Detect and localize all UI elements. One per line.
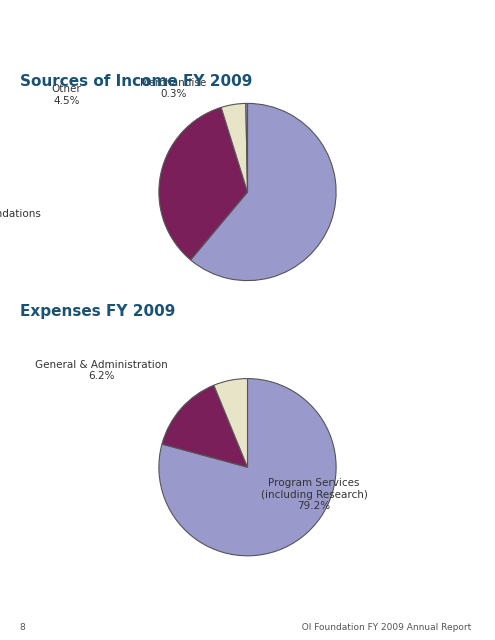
Text: 8                                                                               : 8 — [20, 623, 471, 632]
Wedge shape — [191, 104, 336, 280]
Wedge shape — [162, 385, 248, 467]
Text: Other
4.5%: Other 4.5% — [52, 84, 82, 106]
Text: Program Services
(including Research)
79.2%: Program Services (including Research) 79… — [260, 478, 367, 511]
Text: General & Administration
6.2%: General & Administration 6.2% — [35, 360, 168, 381]
Text: Sources of Income FY 2009: Sources of Income FY 2009 — [20, 74, 252, 88]
Text: Merchandise
0.3%: Merchandise 0.3% — [140, 77, 206, 99]
Wedge shape — [159, 108, 248, 260]
Wedge shape — [246, 104, 248, 192]
Text: Individuals & Events
61.1%: Individuals & Events 61.1% — [0, 639, 1, 640]
Text: Corporations & Foundations
34.1%: Corporations & Foundations 34.1% — [0, 209, 41, 230]
Text: Financials: Financials — [15, 26, 117, 44]
Wedge shape — [221, 104, 248, 192]
Wedge shape — [214, 379, 248, 467]
Wedge shape — [159, 379, 336, 556]
Text: Expenses FY 2009: Expenses FY 2009 — [20, 304, 175, 319]
